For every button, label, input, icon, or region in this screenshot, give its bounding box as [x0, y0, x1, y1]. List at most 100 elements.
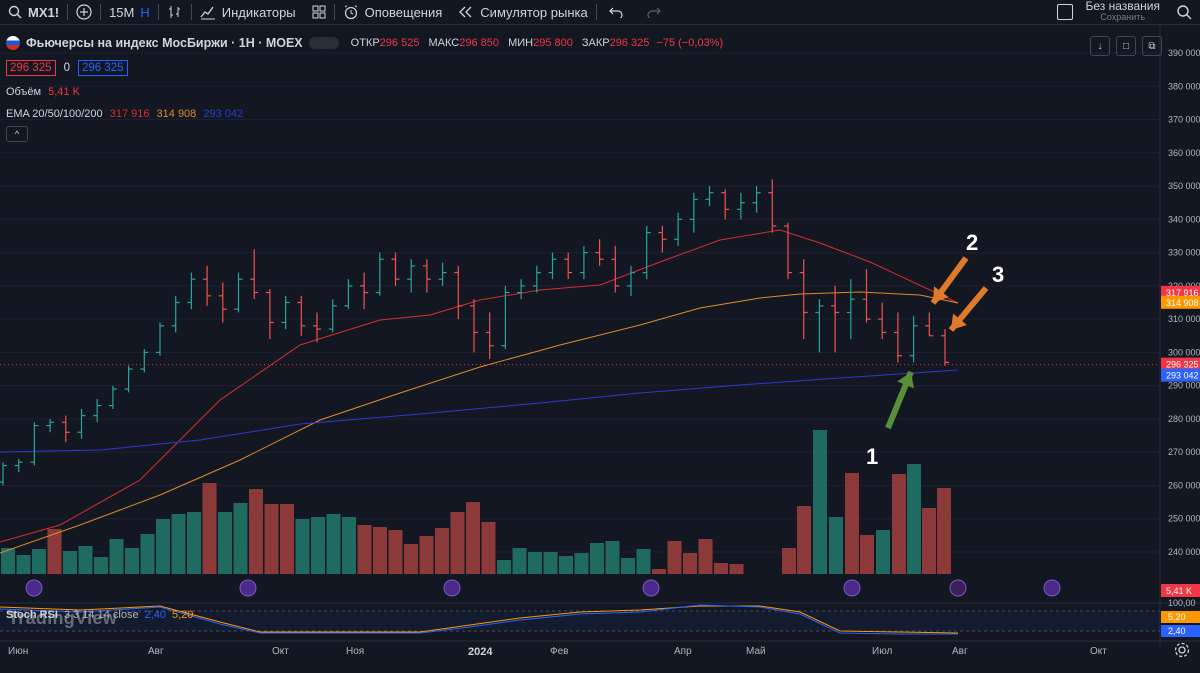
symbol-search[interactable]: MX1! [0, 0, 67, 24]
rsi-band [0, 611, 1160, 631]
annotation-label-3: 3 [992, 262, 1004, 287]
undo-button[interactable] [597, 0, 635, 24]
plus-circle-icon [76, 4, 92, 20]
price-tag-label: 293 042 [1166, 371, 1199, 381]
redo-button[interactable] [635, 0, 673, 24]
price-tick-label: 330 000 [1168, 248, 1200, 258]
volume-bar [907, 464, 921, 574]
bar-style-button[interactable] [159, 0, 191, 24]
volume-bar [497, 560, 511, 574]
volume-bar [481, 522, 496, 574]
price-tag-label: 317 916 [1166, 288, 1199, 298]
price-tag [1161, 368, 1200, 382]
price-tick-label: 250 000 [1168, 514, 1200, 524]
price-tick-label: 280 000 [1168, 414, 1200, 424]
volume-bar [311, 517, 325, 574]
volume-bar [1, 548, 15, 574]
volume-bar [450, 512, 465, 574]
price-tick-label: 380 000 [1168, 81, 1200, 91]
rsi-d-tag [1161, 611, 1200, 623]
time-axis[interactable]: Июн Авг Окт Ноя 2024 Фев Апр Май Июл Авг Окт [0, 646, 1160, 666]
volume-bar [373, 527, 387, 574]
volume-bar [419, 536, 434, 574]
arrow-down-icon: ↓ [1097, 40, 1103, 52]
price-tick-label: 340 000 [1168, 214, 1200, 224]
bid-box[interactable]: 296 325 [6, 60, 56, 76]
chart-legend: Фьючерсы на индекс МосБиржи · 1Н · MOEX … [6, 36, 723, 50]
price-tag-label: 314 908 [1166, 298, 1199, 308]
dividend-marker-icon [949, 579, 967, 597]
volume-bar [605, 541, 620, 574]
dividend-marker-icon [1043, 579, 1061, 597]
price-tag [1161, 285, 1200, 299]
collapse-legend-button[interactable]: ^ [6, 126, 28, 142]
chart-canvas[interactable]: 390 000 380 000 370 000 360 000 350 000 340 0… [0, 25, 1200, 645]
volume-label: Объём [6, 86, 42, 98]
interval-selector[interactable]: 15M H [101, 0, 158, 24]
restore-button[interactable]: ⧉ [1142, 36, 1162, 56]
ema20-line [0, 229, 959, 543]
legend-toggle[interactable] [308, 37, 339, 49]
volume-bar [295, 519, 310, 574]
volume-bar [683, 553, 697, 574]
time-axis-label: Окт [272, 646, 289, 657]
undo-icon [608, 6, 623, 18]
volume-bar [466, 502, 480, 574]
layout-checkbox[interactable] [1057, 4, 1074, 20]
price-tick-label: 260 000 [1168, 480, 1200, 490]
rsi-label: Stoch RSI [6, 609, 58, 621]
volume-bar [357, 525, 372, 574]
rsi-params: 3 3 14 14 close [63, 609, 139, 621]
ema-legend: EMA 20/50/100/200 317 916 314 908 293 04… [6, 108, 243, 120]
volume-bar [280, 504, 294, 574]
top-toolbar: MX1! 15M H Индикаторы Оповещения [0, 0, 1200, 25]
templates-button[interactable] [304, 0, 334, 24]
layout-save[interactable]: Без названия Сохранить [1049, 0, 1168, 24]
chart-type-value[interactable]: H [140, 4, 150, 20]
time-axis-label: Авг [148, 646, 164, 657]
magnifier-icon [1176, 4, 1192, 20]
interval-value: 15M [109, 4, 135, 20]
layout-saved: Сохранить [1100, 12, 1146, 22]
time-axis-label: Авг [952, 646, 968, 657]
bid-ask-boxes: 296 325 0 296 325 [6, 60, 128, 76]
volume-bar [388, 530, 403, 574]
volume-bar [218, 512, 232, 574]
volume-bar [922, 508, 936, 574]
indicators-icon [200, 4, 216, 20]
volume-bar [829, 517, 843, 574]
ask-box[interactable]: 296 325 [77, 60, 128, 76]
volume-bar [782, 548, 796, 574]
price-tick-label: 240 000 [1168, 547, 1200, 557]
ema-label: EMA 20/50/100/200 [6, 108, 103, 120]
maximize-button[interactable]: □ [1116, 36, 1136, 56]
volume-bar [729, 564, 744, 574]
settings-gear-icon[interactable] [1174, 642, 1190, 663]
low-value: 295 800 [533, 37, 573, 49]
rsi-legend: Stoch RSI 3 3 14 14 close 2,40 5,20 [6, 609, 193, 621]
time-axis-label: Окт [1090, 646, 1107, 657]
time-axis-label: Май [746, 646, 766, 657]
volume-bar [326, 514, 341, 574]
volume-bar [32, 549, 46, 574]
replay-button[interactable]: Симулятор рынка [450, 0, 595, 24]
price-tick-label: 360 000 [1168, 148, 1200, 158]
volume-bar [590, 543, 604, 574]
replay-label: Симулятор рынка [480, 4, 588, 20]
legend-title-row: Фьючерсы на индекс МосБиржи · 1Н · MOEX … [6, 36, 723, 50]
volume-bar [233, 503, 248, 574]
dividend-marker-icon [239, 579, 257, 597]
compare-button[interactable] [68, 0, 100, 24]
volume-bar [140, 534, 155, 574]
redo-icon [647, 6, 661, 18]
volume-bar [667, 541, 682, 574]
volume-bar [404, 544, 418, 574]
volume-bar [264, 504, 279, 574]
indicators-button[interactable]: Индикаторы [192, 0, 304, 24]
search-button[interactable] [1168, 0, 1200, 24]
alerts-button[interactable]: Оповещения [335, 0, 451, 24]
volume-bar [94, 557, 108, 574]
instrument-title: Фьючерсы на индекс МосБиржи · 1Н · MOEX [26, 36, 303, 50]
arrow-3-head [951, 313, 967, 330]
move-down-button[interactable]: ↓ [1090, 36, 1110, 56]
